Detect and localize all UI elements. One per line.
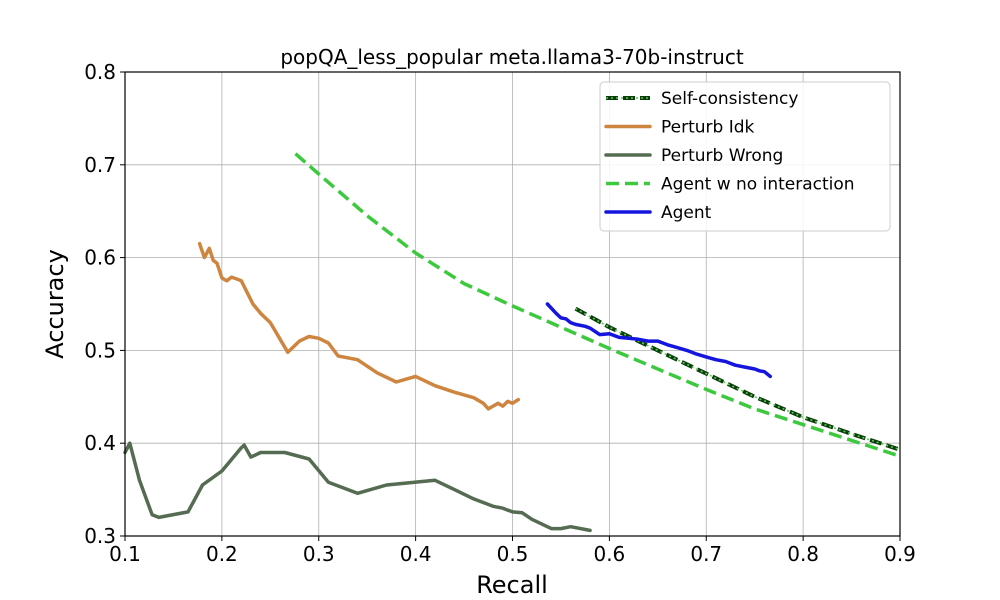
series-layer	[123, 152, 901, 533]
legend-label: Agent	[661, 203, 712, 223]
legend-label: Self-consistency	[661, 89, 798, 109]
series-line-perturb-idk	[197, 241, 521, 411]
x-tick-label: 0.8	[787, 542, 819, 566]
x-tick-label: 0.1	[109, 542, 141, 566]
series-line-self-consistency	[574, 306, 901, 452]
legend-label: Agent w no interaction	[661, 175, 855, 195]
x-tick-label: 0.4	[400, 542, 432, 566]
y-tick-label: 0.6	[84, 246, 116, 270]
x-axis-title: Recall	[476, 571, 548, 599]
y-tick-label: 0.5	[84, 338, 116, 362]
series-line-self-consistency-inner	[575, 307, 901, 451]
legend-box	[599, 81, 891, 232]
series-line-perturb-wrong	[123, 441, 592, 533]
x-tick-label: 0.5	[497, 542, 529, 566]
x-tick-label: 0.9	[884, 542, 916, 566]
series-line-agent	[545, 302, 772, 379]
y-axis-title: Accuracy	[41, 249, 69, 359]
legend-label: Perturb Idk	[661, 118, 755, 138]
y-tick-label: 0.7	[84, 153, 116, 177]
x-tick-label: 0.6	[593, 542, 625, 566]
y-tick-label: 0.8	[84, 60, 116, 84]
legend: Self-consistency Perturb Idk Perturb Wrong…	[599, 81, 891, 232]
y-tick-label: 0.4	[84, 431, 116, 455]
legend-label: Perturb Wrong	[661, 146, 783, 166]
x-tick-label: 0.7	[690, 542, 722, 566]
chart-title: popQA_less_popular meta.llama3-70b-instr…	[280, 45, 743, 69]
x-axis: 0.1 0.2 0.3 0.4 0.5 0.6 0.7 0.8 0.9	[109, 536, 916, 566]
y-axis: 0.3 0.4 0.5 0.6 0.7 0.8	[84, 60, 125, 548]
series-line-agent-w-no-interaction	[294, 152, 901, 458]
x-tick-label: 0.3	[303, 542, 335, 566]
x-tick-label: 0.2	[206, 542, 238, 566]
y-tick-label: 0.3	[84, 524, 116, 548]
